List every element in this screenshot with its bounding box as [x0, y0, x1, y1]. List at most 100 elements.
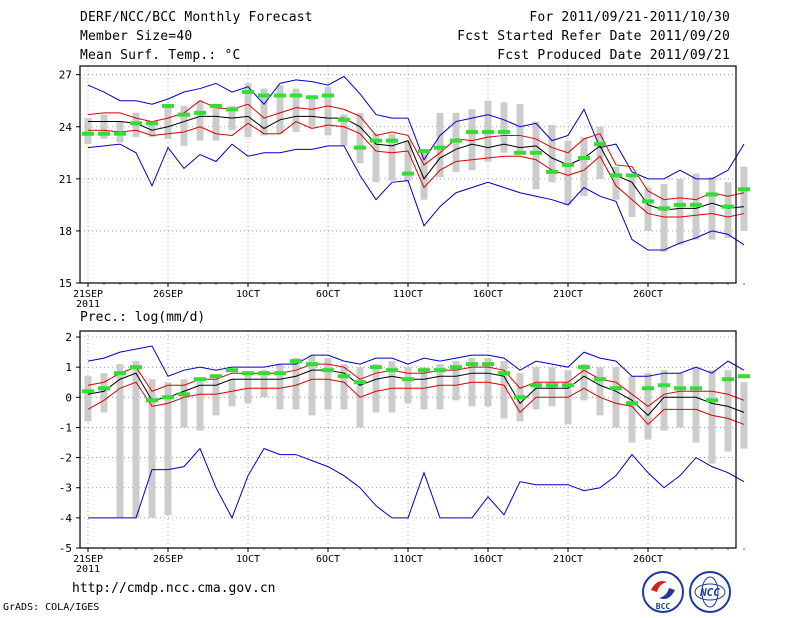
- temperature-chart: 15 18 21 24 27 21SEP 26SEP 1OCT 6OCT 11OCT 16OCT 21…: [59, 65, 750, 310]
- median-mark: [338, 117, 350, 122]
- box-bar: [244, 83, 252, 138]
- box-bar: [164, 382, 172, 515]
- box-bar: [500, 361, 508, 419]
- box-bar: [148, 379, 156, 518]
- series-min-line: [87, 143, 745, 251]
- box-bar: [324, 86, 332, 136]
- x-tick-label: 1OCT: [236, 289, 260, 300]
- median-mark: [210, 103, 222, 108]
- box-bar: [372, 133, 380, 183]
- box-bar: [148, 121, 156, 138]
- median-mark: [242, 371, 254, 376]
- source-url[interactable]: http://cmdp.ncc.cma.gov.cn: [72, 581, 276, 596]
- median-mark: [290, 359, 302, 364]
- median-mark: [130, 121, 142, 126]
- median-mark: [162, 395, 174, 400]
- box-bar: [692, 367, 700, 443]
- box-bar: [212, 379, 220, 416]
- variable-label: Mean Surf. Temp.: °C: [80, 48, 241, 63]
- median-mark: [114, 131, 126, 136]
- median-mark: [418, 368, 430, 373]
- x-tick-label: 26OCT: [633, 554, 663, 565]
- median-mark: [354, 380, 366, 385]
- median-mark: [498, 371, 510, 376]
- box-bar: [84, 376, 92, 422]
- box-bar: [292, 358, 300, 410]
- median-mark: [466, 362, 478, 367]
- median-mark: [130, 365, 142, 370]
- median-mark: [402, 171, 414, 176]
- median-mark: [690, 202, 702, 207]
- y-tick-label: 2: [65, 331, 72, 344]
- median-mark: [242, 90, 254, 95]
- series-lower-spread-line: [88, 120, 745, 218]
- median-mark: [642, 386, 654, 391]
- box-bar: [708, 177, 716, 240]
- box-bar: [196, 100, 204, 141]
- median-mark: [626, 401, 638, 406]
- median-mark: [306, 362, 318, 367]
- box-bar: [660, 370, 668, 431]
- median-mark: [514, 150, 526, 155]
- y-tick-label: -5: [59, 542, 72, 555]
- forecast-period: For 2011/09/21-2011/10/30: [529, 10, 730, 25]
- median-mark: [466, 129, 478, 134]
- y-tick-label: 18: [59, 225, 72, 238]
- produced-date: Fcst Produced Date 2011/09/21: [497, 48, 730, 63]
- box-bar: [548, 125, 556, 183]
- box-bar: [740, 166, 748, 231]
- x-tick-label: 6OCT: [316, 554, 340, 565]
- median-mark: [370, 365, 382, 370]
- box-bar: [436, 112, 444, 178]
- x-tick-label: 21SEP: [73, 289, 103, 300]
- box-bar: [676, 178, 684, 245]
- box-bar: [628, 376, 636, 443]
- precipitation-chart: -5 -4 -3 -2 -1 0 1 2 21SEP 26SEP 1OCT 6OCT 11OCT 16OC…: [59, 330, 750, 575]
- precip-label: Prec.: log(mm/d): [80, 310, 206, 325]
- median-mark: [514, 395, 526, 400]
- series-mean-line: [88, 115, 745, 211]
- median-mark: [226, 107, 238, 112]
- box-bar: [340, 364, 348, 410]
- median-mark: [354, 145, 366, 150]
- box-bar: [596, 367, 604, 416]
- box-bar: [404, 140, 412, 181]
- box-bar: [532, 121, 540, 190]
- median-mark: [290, 93, 302, 98]
- median-mark: [530, 383, 542, 388]
- box-bar: [340, 114, 348, 146]
- median-mark: [674, 202, 686, 207]
- x-year-label: 2011: [76, 564, 100, 575]
- median-mark: [434, 368, 446, 373]
- box-bar: [324, 358, 332, 410]
- y-tick-label: 27: [59, 69, 72, 82]
- median-mark: [258, 371, 270, 376]
- median-mark: [258, 93, 270, 98]
- series-upper-spread-line: [87, 100, 745, 201]
- median-mark: [194, 110, 206, 115]
- box-bar: [196, 379, 204, 431]
- median-mark: [562, 383, 574, 388]
- box-bar: [516, 104, 524, 152]
- box-bar: [100, 114, 108, 139]
- x-tick-label: 1OCT: [236, 554, 260, 565]
- x-tick-label: 6OCT: [316, 289, 340, 300]
- box-bar: [260, 370, 268, 398]
- median-mark: [530, 150, 542, 155]
- median-mark: [274, 371, 286, 376]
- median-mark: [338, 374, 350, 379]
- median-mark: [482, 129, 494, 134]
- box-bar: [436, 364, 444, 410]
- box-bar: [84, 118, 92, 145]
- median-mark: [146, 398, 158, 403]
- median-mark: [642, 199, 654, 204]
- median-mark: [194, 377, 206, 382]
- median-mark: [82, 131, 94, 136]
- x-tick-label: 26SEP: [153, 289, 183, 300]
- box-bar: [676, 373, 684, 428]
- median-mark: [210, 374, 222, 379]
- box-bar: [596, 126, 604, 179]
- started-date: Fcst Started Refer Date 2011/09/20: [457, 29, 730, 44]
- box-bar: [276, 364, 284, 410]
- y-tick-label: 0: [65, 391, 72, 404]
